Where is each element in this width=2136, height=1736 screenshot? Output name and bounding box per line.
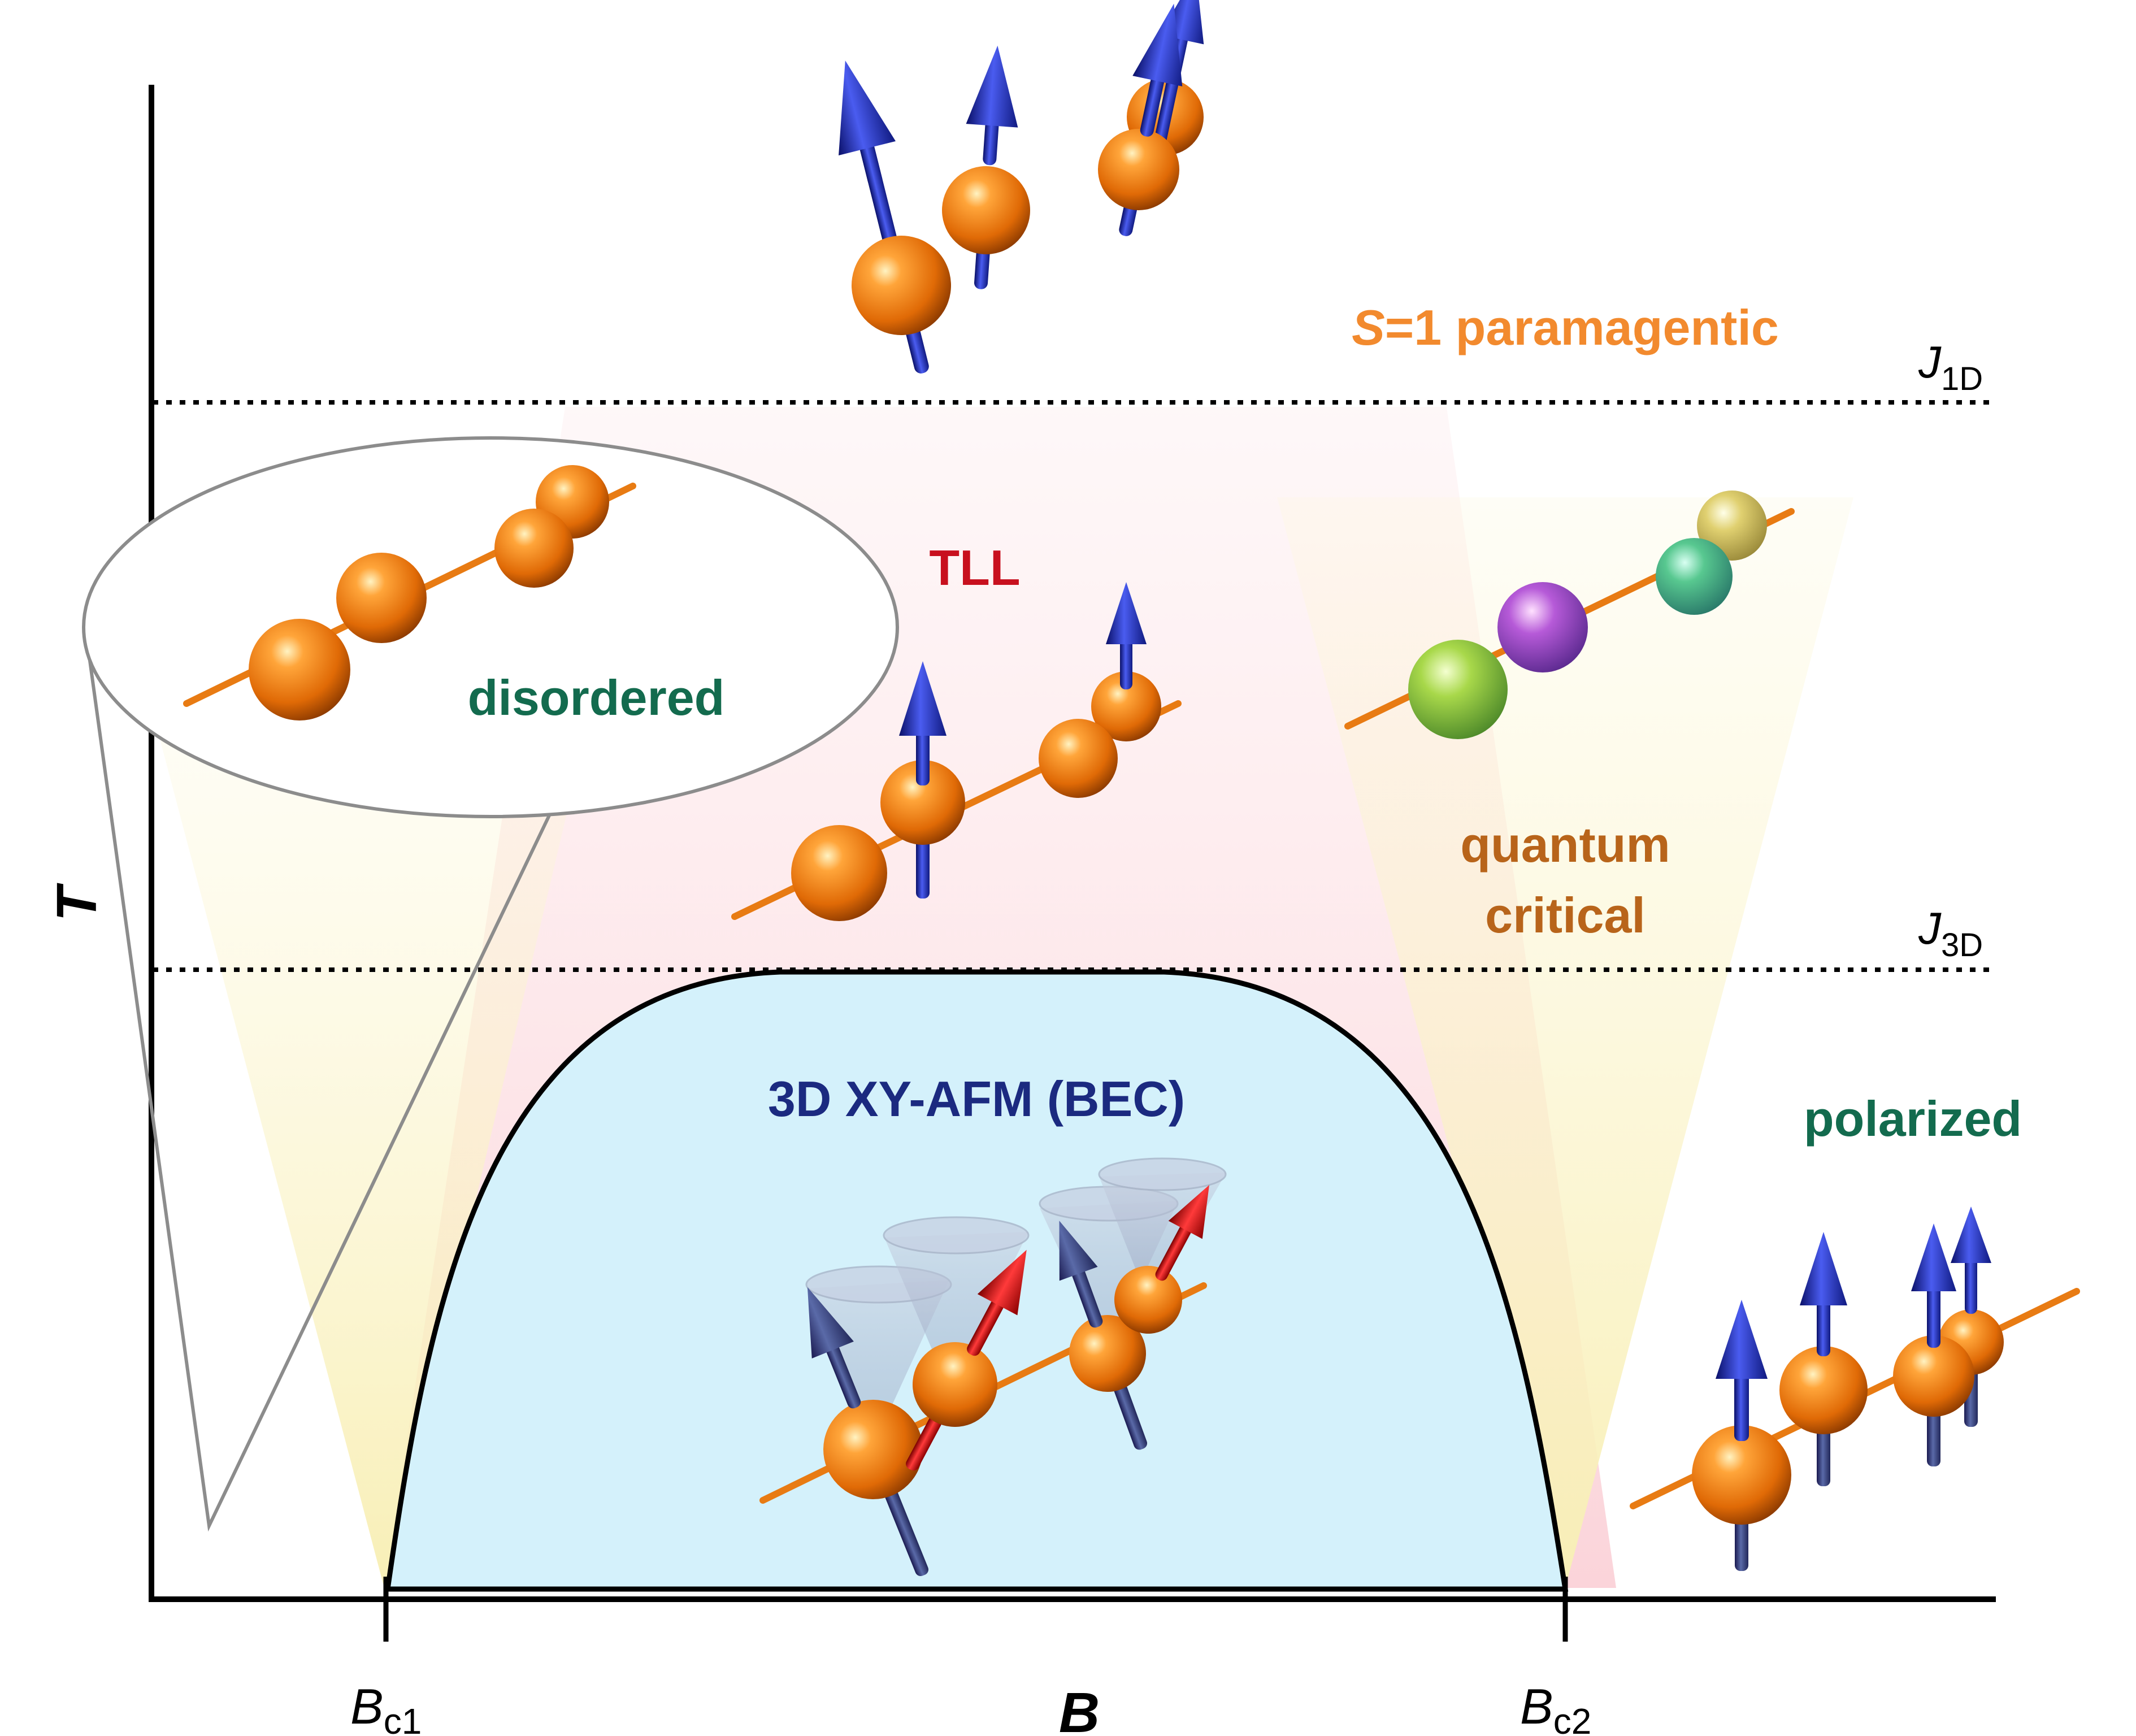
tll-label: TLL (929, 540, 1020, 596)
paramagnetic-spins (839, 0, 1204, 374)
tll-chain (731, 582, 1182, 921)
polarized-label: polarized (1804, 1091, 2022, 1147)
j1d-label: J1D (1918, 337, 1983, 397)
disordered-label: disordered (468, 670, 725, 726)
bc2-label: Bc2 (1520, 1678, 1591, 1736)
disordered-chain (183, 465, 636, 721)
paramagnetic-label: S=1 paramagentic (1352, 300, 1779, 355)
bec-label: 3D XY-AFM (BEC) (768, 1071, 1185, 1127)
quantum-critical-label-line1: quantum (1460, 817, 1670, 873)
zoom-callout-lines (86, 644, 595, 1532)
critical-fan-right (1277, 497, 1853, 1588)
quantum-critical-label-line2: critical (1485, 887, 1646, 943)
bc1-label: Bc1 (350, 1678, 422, 1736)
zoom-lens (82, 436, 899, 818)
polarized-chain (1630, 1206, 2080, 1571)
x-axis-label: B (1059, 1681, 1100, 1736)
j3d-label: J3D (1918, 903, 1983, 964)
critical-chain (1344, 491, 1795, 739)
bec-chain (759, 1157, 1227, 1577)
y-axis-label: T (45, 883, 108, 922)
critical-fan-left (150, 701, 593, 1588)
